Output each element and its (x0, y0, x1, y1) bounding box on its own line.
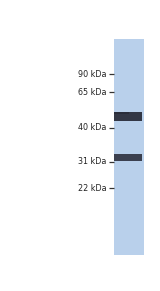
Bar (114, 154, 142, 161)
Text: 40 kDa: 40 kDa (78, 123, 107, 132)
Bar (114, 112, 142, 121)
Bar (114, 112, 129, 114)
Text: 22 kDa: 22 kDa (78, 184, 107, 193)
Text: 31 kDa: 31 kDa (78, 157, 107, 166)
Bar (114, 39, 144, 255)
Text: 65 kDa: 65 kDa (78, 88, 107, 97)
Text: 90 kDa: 90 kDa (78, 70, 107, 79)
